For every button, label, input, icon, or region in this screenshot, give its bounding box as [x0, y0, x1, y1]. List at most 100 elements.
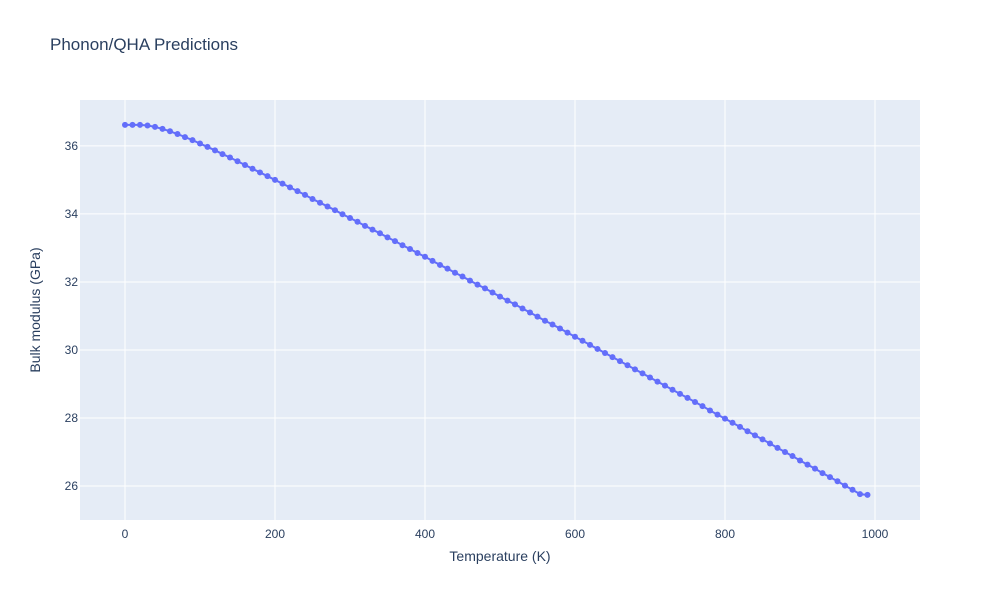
data-point[interactable] [767, 440, 773, 447]
data-point[interactable] [542, 317, 548, 324]
data-point[interactable] [234, 158, 241, 165]
data-point[interactable] [174, 131, 181, 138]
data-point[interactable] [272, 176, 278, 183]
data-point[interactable] [699, 403, 706, 410]
data-point[interactable] [654, 378, 661, 385]
data-point[interactable] [369, 226, 376, 233]
data-point[interactable] [677, 390, 683, 397]
data-point[interactable] [812, 465, 818, 472]
data-point[interactable] [527, 309, 533, 316]
data-point[interactable] [632, 366, 638, 373]
data-point[interactable] [534, 313, 541, 320]
data-point[interactable] [482, 285, 488, 292]
data-point[interactable] [519, 305, 526, 312]
data-point[interactable] [152, 123, 158, 130]
data-point[interactable] [294, 188, 301, 195]
data-point[interactable] [452, 269, 458, 276]
data-point[interactable] [489, 289, 496, 296]
data-point[interactable] [384, 234, 391, 241]
data-point[interactable] [647, 374, 653, 381]
data-point[interactable] [737, 423, 743, 430]
data-point[interactable] [782, 448, 788, 455]
data-point[interactable] [122, 121, 128, 128]
data-point[interactable] [752, 432, 758, 439]
data-point[interactable] [249, 165, 256, 172]
data-point[interactable] [789, 453, 796, 460]
data-point[interactable] [714, 411, 721, 418]
data-point[interactable] [354, 218, 361, 225]
data-point[interactable] [669, 386, 676, 393]
data-point[interactable] [594, 345, 601, 352]
data-point[interactable] [182, 134, 188, 141]
data-point[interactable] [857, 491, 863, 498]
data-point[interactable] [392, 238, 398, 245]
data-point[interactable] [759, 436, 766, 443]
data-point[interactable] [444, 265, 451, 272]
data-point[interactable] [834, 478, 841, 485]
data-point[interactable] [287, 184, 293, 191]
data-point[interactable] [692, 398, 698, 405]
data-point[interactable] [572, 333, 578, 340]
data-point[interactable] [602, 350, 608, 357]
data-point[interactable] [624, 362, 631, 369]
data-point[interactable] [512, 301, 518, 308]
data-point[interactable] [339, 211, 346, 218]
data-point[interactable] [219, 151, 226, 158]
data-point[interactable] [167, 128, 173, 135]
data-point[interactable] [474, 281, 481, 288]
data-point[interactable] [332, 207, 338, 214]
data-point[interactable] [212, 147, 218, 154]
data-point[interactable] [849, 486, 856, 493]
data-point[interactable] [422, 253, 428, 260]
data-point[interactable] [617, 358, 623, 365]
data-point[interactable] [227, 154, 233, 161]
data-point[interactable] [587, 341, 593, 348]
data-point[interactable] [317, 199, 323, 206]
data-point[interactable] [279, 180, 286, 187]
data-point[interactable] [819, 470, 826, 477]
data-point[interactable] [579, 337, 586, 344]
data-point[interactable] [407, 245, 413, 252]
data-point[interactable] [399, 242, 406, 249]
data-point[interactable] [639, 370, 646, 377]
data-point[interactable] [362, 222, 368, 229]
data-point[interactable] [684, 394, 691, 401]
data-point[interactable] [549, 321, 556, 328]
data-point[interactable] [722, 415, 728, 422]
data-point[interactable] [804, 461, 811, 468]
data-point[interactable] [324, 203, 331, 210]
data-point[interactable] [707, 407, 713, 414]
data-point[interactable] [242, 161, 248, 168]
data-point[interactable] [204, 143, 211, 150]
data-point[interactable] [609, 354, 616, 361]
data-point[interactable] [144, 122, 151, 129]
data-point[interactable] [774, 444, 781, 451]
data-point[interactable] [129, 121, 136, 128]
data-point[interactable] [264, 173, 271, 180]
data-point[interactable] [159, 125, 166, 132]
data-point[interactable] [197, 140, 203, 147]
data-point[interactable] [564, 329, 571, 336]
data-point[interactable] [557, 325, 563, 332]
data-point[interactable] [429, 257, 436, 264]
data-point[interactable] [189, 137, 196, 144]
data-point[interactable] [797, 457, 803, 464]
data-point[interactable] [377, 230, 383, 237]
data-point[interactable] [744, 428, 751, 435]
data-point[interactable] [827, 474, 833, 481]
data-point[interactable] [302, 191, 308, 198]
data-point[interactable] [662, 382, 668, 389]
data-point[interactable] [437, 261, 443, 268]
data-point[interactable] [497, 293, 503, 300]
data-point[interactable] [864, 491, 871, 498]
data-point[interactable] [504, 297, 511, 304]
data-point[interactable] [459, 273, 466, 280]
data-point[interactable] [347, 215, 353, 222]
data-point[interactable] [467, 277, 473, 284]
data-point[interactable] [842, 482, 848, 489]
data-point[interactable] [137, 121, 143, 128]
data-point[interactable] [414, 250, 421, 257]
data-point[interactable] [729, 419, 736, 426]
data-point[interactable] [257, 169, 263, 176]
data-point[interactable] [309, 195, 316, 202]
